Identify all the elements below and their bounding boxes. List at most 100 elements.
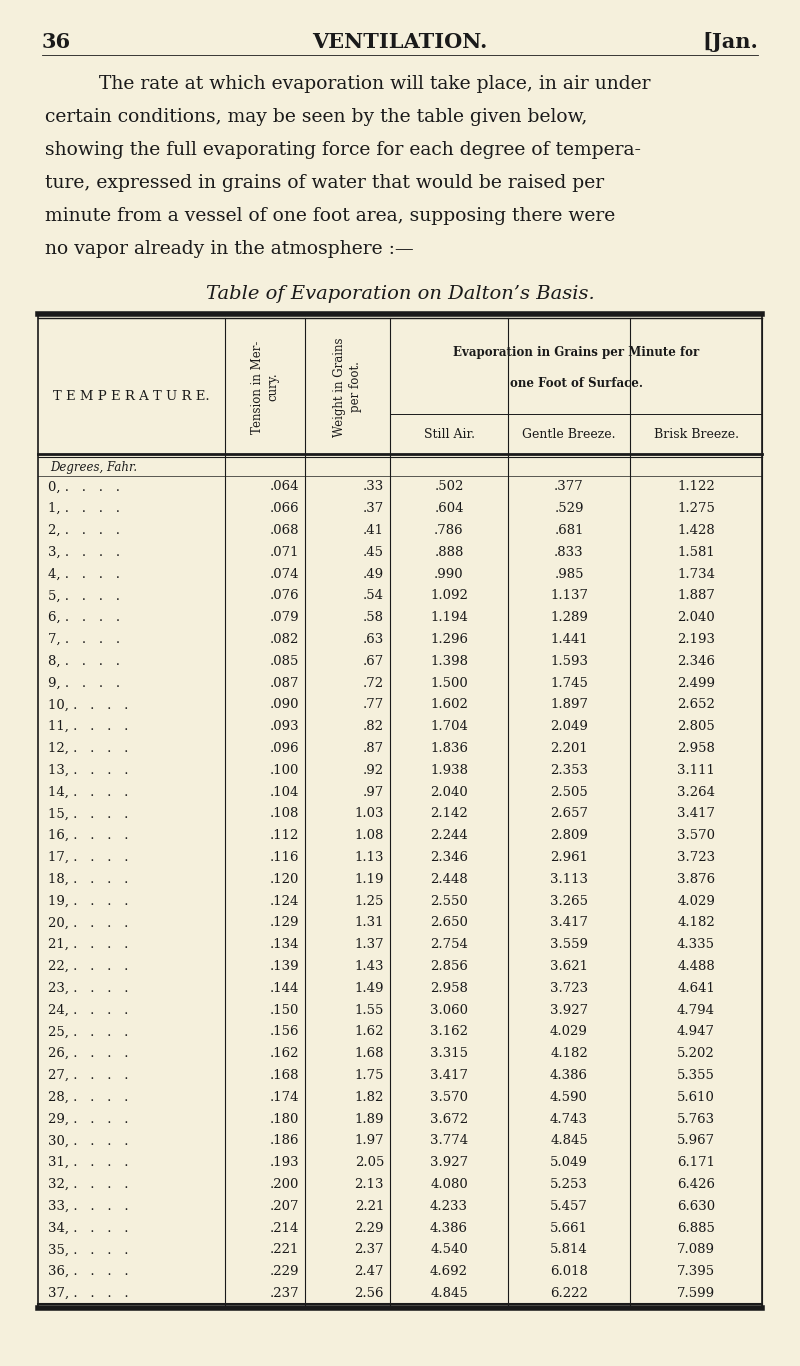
Text: .162: .162	[270, 1048, 299, 1060]
Text: .120: .120	[270, 873, 299, 885]
Text: Brisk Breeze.: Brisk Breeze.	[654, 428, 738, 440]
Text: 2.958: 2.958	[430, 982, 468, 994]
Text: 28, .   .   .   .: 28, . . . .	[48, 1091, 128, 1104]
Text: 6.426: 6.426	[677, 1177, 715, 1191]
Text: 1.887: 1.887	[677, 589, 715, 602]
Text: 1.37: 1.37	[354, 938, 384, 951]
Text: .786: .786	[434, 525, 464, 537]
Text: 1.289: 1.289	[550, 611, 588, 624]
Text: .064: .064	[270, 481, 299, 493]
Text: 5.814: 5.814	[550, 1243, 588, 1257]
Text: 20, .   .   .   .: 20, . . . .	[48, 917, 128, 929]
Text: 3.060: 3.060	[430, 1004, 468, 1016]
Text: 2.13: 2.13	[354, 1177, 384, 1191]
Text: 3.723: 3.723	[677, 851, 715, 865]
Text: 4.743: 4.743	[550, 1112, 588, 1126]
Text: 2.049: 2.049	[550, 720, 588, 734]
Text: 29, .   .   .   .: 29, . . . .	[48, 1112, 129, 1126]
Text: 24, .   .   .   .: 24, . . . .	[48, 1004, 128, 1016]
Text: 3.111: 3.111	[677, 764, 715, 777]
Text: .529: .529	[554, 503, 584, 515]
Text: 3, .   .   .   .: 3, . . . .	[48, 546, 120, 559]
Text: 7.395: 7.395	[677, 1265, 715, 1279]
Text: VENTILATION.: VENTILATION.	[312, 31, 488, 52]
Text: 7, .   .   .   .: 7, . . . .	[48, 632, 120, 646]
Text: 1.581: 1.581	[677, 546, 715, 559]
Text: Degrees, Fahr.: Degrees, Fahr.	[50, 460, 137, 474]
Text: 25, .   .   .   .: 25, . . . .	[48, 1026, 128, 1038]
Text: 1.194: 1.194	[430, 611, 468, 624]
Text: 3.774: 3.774	[430, 1134, 468, 1147]
Text: 22, .   .   .   .: 22, . . . .	[48, 960, 128, 973]
Text: 3.672: 3.672	[430, 1112, 468, 1126]
Text: 1.275: 1.275	[677, 503, 715, 515]
Text: 1.745: 1.745	[550, 676, 588, 690]
Text: .502: .502	[434, 481, 464, 493]
Text: .071: .071	[270, 546, 299, 559]
Text: 4.080: 4.080	[430, 1177, 468, 1191]
Text: 3.417: 3.417	[677, 807, 715, 821]
Text: .985: .985	[554, 568, 584, 581]
Text: 37, .   .   .   .: 37, . . . .	[48, 1287, 129, 1300]
Text: .193: .193	[270, 1156, 299, 1169]
Text: 26, .   .   .   .: 26, . . . .	[48, 1048, 129, 1060]
Text: 34, .   .   .   .: 34, . . . .	[48, 1221, 129, 1235]
Text: 18, .   .   .   .: 18, . . . .	[48, 873, 128, 885]
Text: [Jan.: [Jan.	[702, 31, 758, 52]
Text: .37: .37	[362, 503, 384, 515]
Text: .068: .068	[270, 525, 299, 537]
Text: Table of Evaporation on Dalton’s Basis.: Table of Evaporation on Dalton’s Basis.	[206, 285, 594, 303]
Text: 2.958: 2.958	[677, 742, 715, 755]
Text: 1.62: 1.62	[354, 1026, 384, 1038]
Text: T E M P E R A T U R E.: T E M P E R A T U R E.	[53, 391, 210, 403]
Text: 2.346: 2.346	[430, 851, 468, 865]
Text: The rate at which evaporation will take place, in air under: The rate at which evaporation will take …	[75, 75, 650, 93]
Text: 4.947: 4.947	[677, 1026, 715, 1038]
Text: 12, .   .   .   .: 12, . . . .	[48, 742, 128, 755]
Text: 4.845: 4.845	[550, 1134, 588, 1147]
Text: 15, .   .   .   .: 15, . . . .	[48, 807, 128, 821]
Text: 1.19: 1.19	[354, 873, 384, 885]
Text: 6, .   .   .   .: 6, . . . .	[48, 611, 120, 624]
Text: .82: .82	[363, 720, 384, 734]
Text: 2.961: 2.961	[550, 851, 588, 865]
Text: .087: .087	[270, 676, 299, 690]
Text: 4.845: 4.845	[430, 1287, 468, 1300]
Text: .180: .180	[270, 1112, 299, 1126]
Text: 2.040: 2.040	[677, 611, 715, 624]
Text: 2.37: 2.37	[354, 1243, 384, 1257]
Text: 6.222: 6.222	[550, 1287, 588, 1300]
Text: .67: .67	[362, 654, 384, 668]
Text: 3.927: 3.927	[550, 1004, 588, 1016]
Text: Tension in Mer-
cury.: Tension in Mer- cury.	[251, 340, 279, 433]
Text: 2.550: 2.550	[430, 895, 468, 907]
Text: 2.29: 2.29	[354, 1221, 384, 1235]
Text: 1.122: 1.122	[677, 481, 715, 493]
Text: 2.856: 2.856	[430, 960, 468, 973]
Text: 5.661: 5.661	[550, 1221, 588, 1235]
Text: .168: .168	[270, 1070, 299, 1082]
Text: .214: .214	[270, 1221, 299, 1235]
Text: 1.704: 1.704	[430, 720, 468, 734]
Text: 3.570: 3.570	[677, 829, 715, 843]
Text: 11, .   .   .   .: 11, . . . .	[48, 720, 128, 734]
Text: .72: .72	[363, 676, 384, 690]
Text: 1.593: 1.593	[550, 654, 588, 668]
Text: 3.264: 3.264	[677, 785, 715, 799]
Text: .079: .079	[270, 611, 299, 624]
Text: 4.182: 4.182	[550, 1048, 588, 1060]
Text: 5.253: 5.253	[550, 1177, 588, 1191]
Text: 4.488: 4.488	[677, 960, 715, 973]
Text: .87: .87	[363, 742, 384, 755]
Text: 3.417: 3.417	[550, 917, 588, 929]
Text: .604: .604	[434, 503, 464, 515]
Text: 17, .   .   .   .: 17, . . . .	[48, 851, 129, 865]
Text: .150: .150	[270, 1004, 299, 1016]
Text: 2.201: 2.201	[550, 742, 588, 755]
Text: 1.500: 1.500	[430, 676, 468, 690]
Text: .124: .124	[270, 895, 299, 907]
Text: .104: .104	[270, 785, 299, 799]
Text: .49: .49	[363, 568, 384, 581]
Text: 2.353: 2.353	[550, 764, 588, 777]
Text: 2.657: 2.657	[550, 807, 588, 821]
